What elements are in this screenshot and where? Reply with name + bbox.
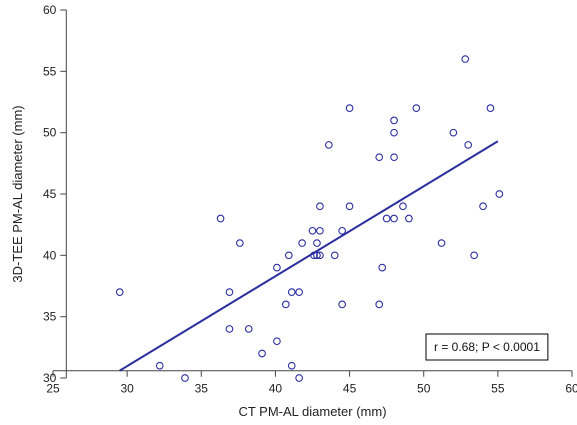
data-point xyxy=(412,104,421,112)
data-point xyxy=(298,239,306,247)
plot-frame xyxy=(53,10,572,378)
data-point xyxy=(287,288,296,296)
data-point xyxy=(308,226,317,235)
data-point xyxy=(295,288,304,296)
y-tick-label: 45 xyxy=(43,187,57,201)
data-point xyxy=(399,202,407,211)
data-point xyxy=(155,361,164,370)
data-point xyxy=(390,128,398,137)
x-tick-label: 45 xyxy=(343,382,357,396)
data-point xyxy=(405,214,413,223)
data-point xyxy=(390,214,398,223)
data-point xyxy=(330,251,339,260)
data-point xyxy=(486,104,495,112)
x-tick-label: 55 xyxy=(491,382,505,396)
x-tick-label: 40 xyxy=(269,382,283,396)
x-tick-label: 50 xyxy=(417,382,431,396)
x-tick-label: 60 xyxy=(565,382,577,396)
data-point xyxy=(258,349,266,358)
stats-annotation-box xyxy=(425,333,549,361)
data-point xyxy=(313,251,321,260)
data-point xyxy=(390,153,398,162)
y-tick-label: 30 xyxy=(43,371,57,385)
data-point xyxy=(313,239,321,247)
data-point xyxy=(461,55,470,63)
data-point xyxy=(273,337,281,346)
data-point xyxy=(390,116,398,125)
data-point xyxy=(316,202,324,211)
data-point xyxy=(324,141,333,149)
x-tick-label: 30 xyxy=(120,382,134,396)
x-tick-label: 25 xyxy=(46,382,60,396)
data-point xyxy=(281,300,290,309)
stats-annotation-text: r = 0.68; P < 0.0001 xyxy=(434,340,540,354)
data-point xyxy=(495,190,504,198)
data-point xyxy=(115,288,124,296)
data-point xyxy=(449,128,458,137)
data-point xyxy=(470,251,478,260)
x-axis-title: CT PM-AL diameter (mm) xyxy=(238,404,386,419)
data-point xyxy=(375,300,384,309)
data-point xyxy=(345,104,354,112)
y-tick-label: 55 xyxy=(43,64,57,78)
x-tick-label: 35 xyxy=(195,382,209,396)
data-points xyxy=(115,55,504,382)
data-point xyxy=(345,202,354,211)
data-point xyxy=(284,251,293,260)
stats-annotation: r = 0.68; P < 0.0001 xyxy=(425,333,549,361)
data-point xyxy=(287,361,296,370)
y-tick-label: 40 xyxy=(43,248,57,262)
regression-line-group xyxy=(119,140,499,372)
data-point xyxy=(235,239,244,247)
y-tick-label: 35 xyxy=(43,310,57,324)
data-point xyxy=(338,226,347,235)
data-point xyxy=(316,226,324,235)
y-tick-label: 60 xyxy=(43,3,57,17)
data-point xyxy=(310,251,318,260)
data-point xyxy=(378,263,387,272)
data-point xyxy=(273,263,281,272)
data-point xyxy=(375,153,384,162)
data-point xyxy=(181,374,189,382)
data-point xyxy=(382,214,391,223)
data-point xyxy=(464,141,473,149)
x-axis: 25 30 35 40 45 50 55 60 xyxy=(46,370,577,396)
data-point xyxy=(225,325,234,333)
y-axis: 30 35 40 45 50 55 60 xyxy=(43,3,67,385)
regression-line xyxy=(119,140,499,372)
data-point xyxy=(225,288,234,296)
data-point xyxy=(316,251,324,260)
data-point xyxy=(437,239,446,247)
data-point xyxy=(216,214,225,223)
data-point xyxy=(479,202,487,211)
y-axis-title: 3D-TEE PM-AL diameter (mm) xyxy=(10,105,25,282)
data-point xyxy=(295,374,304,382)
data-point xyxy=(338,300,347,309)
data-point xyxy=(244,325,253,333)
y-tick-label: 50 xyxy=(43,126,57,140)
